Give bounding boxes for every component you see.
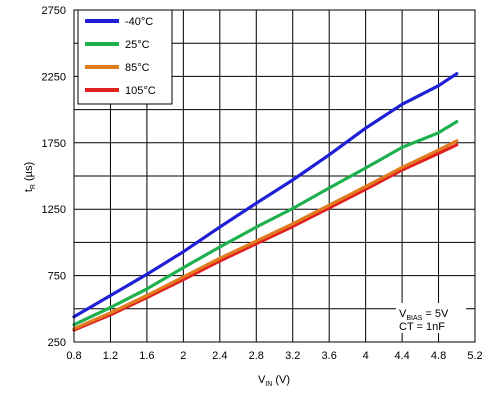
legend-label: 25°C	[125, 39, 150, 51]
series-line-105C	[72, 143, 459, 332]
x-tick-label: 1.6	[139, 350, 154, 362]
note-vbias-rest: = 5V	[422, 308, 449, 320]
conditions-note: VBIAS = 5V CT = 1nF	[396, 303, 466, 333]
x-tick-labels: 0.8 1.2 1.6 2 2.4 2.8 3.2 3.6 4 4.4 4.8 5.2	[66, 350, 482, 362]
x-tick-label: 4.4	[394, 350, 409, 362]
x-axis-label-main: V	[258, 374, 266, 386]
x-tick-label: 3.6	[322, 350, 337, 362]
conditions-note-line2: CT = 1nF	[399, 321, 445, 333]
conditions-note-background	[396, 303, 466, 333]
y-tick-label: 2750	[42, 5, 66, 17]
x-axis-label: VIN (V)	[258, 374, 290, 388]
x-tick-label: 4	[363, 350, 369, 362]
x-tick-label: 3.2	[285, 350, 300, 362]
x-axis-label-unit: (V)	[272, 374, 290, 386]
x-tick-label: 4.8	[431, 350, 446, 362]
note-vbias-main: V	[399, 308, 407, 320]
x-tick-label: 2	[180, 350, 186, 362]
y-axis-label-main: t	[23, 189, 35, 192]
x-tick-label: 2.4	[212, 350, 227, 362]
x-tick-label: 5.2	[467, 350, 482, 362]
series-line--40C	[72, 72, 459, 319]
plot-frame	[73, 9, 476, 343]
x-tick-label: 2.8	[249, 350, 264, 362]
x-tick-label: 0.8	[66, 350, 81, 362]
series-line-85C	[72, 139, 459, 331]
legend-label: -40°C	[125, 16, 153, 28]
x-axis-label-sub: IN	[265, 381, 272, 388]
y-axis-label: tR (µs)	[23, 162, 37, 192]
note-vbias-sub: BIAS	[406, 315, 422, 322]
y-tick-label: 1750	[42, 138, 66, 150]
legend-label: 85°C	[125, 62, 150, 74]
y-axis-label-unit: (µs)	[23, 162, 35, 184]
y-axis-label-sub: R	[30, 184, 37, 189]
y-tick-label: 1250	[42, 204, 66, 216]
y-tick-label: 2250	[42, 71, 66, 83]
conditions-note-line1: VBIAS = 5V	[399, 308, 449, 322]
series-lines	[72, 72, 459, 332]
legend: -40°C 25°C 85°C 105°C	[77, 9, 173, 105]
x-tick-label: 1.2	[103, 350, 118, 362]
y-tick-label: 750	[48, 271, 66, 283]
y-tick-labels: 250 750 1250 1750 2250 2750	[42, 5, 66, 349]
y-tick-label: 250	[48, 337, 66, 349]
legend-label: 105°C	[125, 85, 156, 97]
series-line-25C	[72, 119, 459, 327]
